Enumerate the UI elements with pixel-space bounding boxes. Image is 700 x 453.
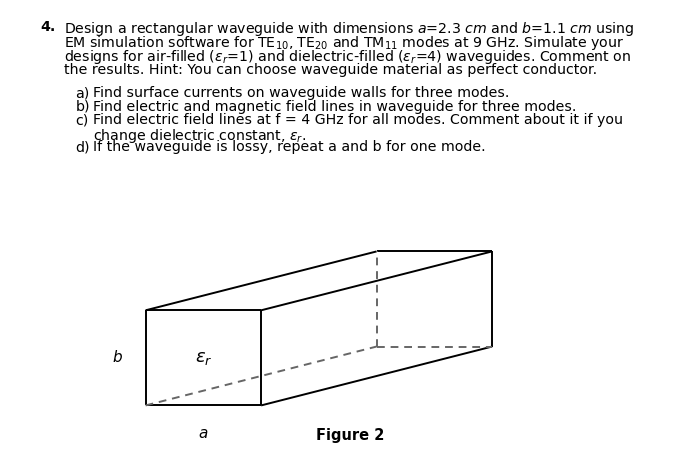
- Text: c): c): [76, 113, 89, 127]
- Text: If the waveguide is lossy, repeat a and b for one mode.: If the waveguide is lossy, repeat a and …: [93, 140, 486, 154]
- Text: d): d): [76, 140, 90, 154]
- Text: b: b: [113, 350, 122, 366]
- Text: Find surface currents on waveguide walls for three modes.: Find surface currents on waveguide walls…: [93, 86, 510, 100]
- Text: a): a): [76, 86, 90, 100]
- Text: Figure 2: Figure 2: [316, 428, 384, 443]
- Text: b): b): [76, 100, 90, 114]
- Text: $\varepsilon_r$: $\varepsilon_r$: [195, 349, 212, 367]
- Text: a: a: [199, 426, 208, 441]
- Text: EM simulation software for TE$_{10}$, TE$_{20}$ and TM$_{11}$ modes at 9 GHz. Si: EM simulation software for TE$_{10}$, TE…: [64, 34, 625, 53]
- Text: 4.: 4.: [41, 20, 56, 34]
- Text: the results. Hint: You can choose waveguide material as perfect conductor.: the results. Hint: You can choose wavegu…: [64, 63, 598, 77]
- Text: change dielectric constant, $\varepsilon_r$.: change dielectric constant, $\varepsilon…: [93, 127, 307, 145]
- Text: Find electric and magnetic field lines in waveguide for three modes.: Find electric and magnetic field lines i…: [93, 100, 577, 114]
- Text: designs for air-filled ($\varepsilon_r$=1) and dielectric-filled ($\varepsilon_r: designs for air-filled ($\varepsilon_r$=…: [64, 48, 631, 67]
- Text: Design a rectangular waveguide with dimensions $a$=2.3 $cm$ and $b$=1.1 $cm$ usi: Design a rectangular waveguide with dime…: [64, 20, 635, 39]
- Text: Find electric field lines at f = 4 GHz for all modes. Comment about it if you: Find electric field lines at f = 4 GHz f…: [93, 113, 623, 127]
